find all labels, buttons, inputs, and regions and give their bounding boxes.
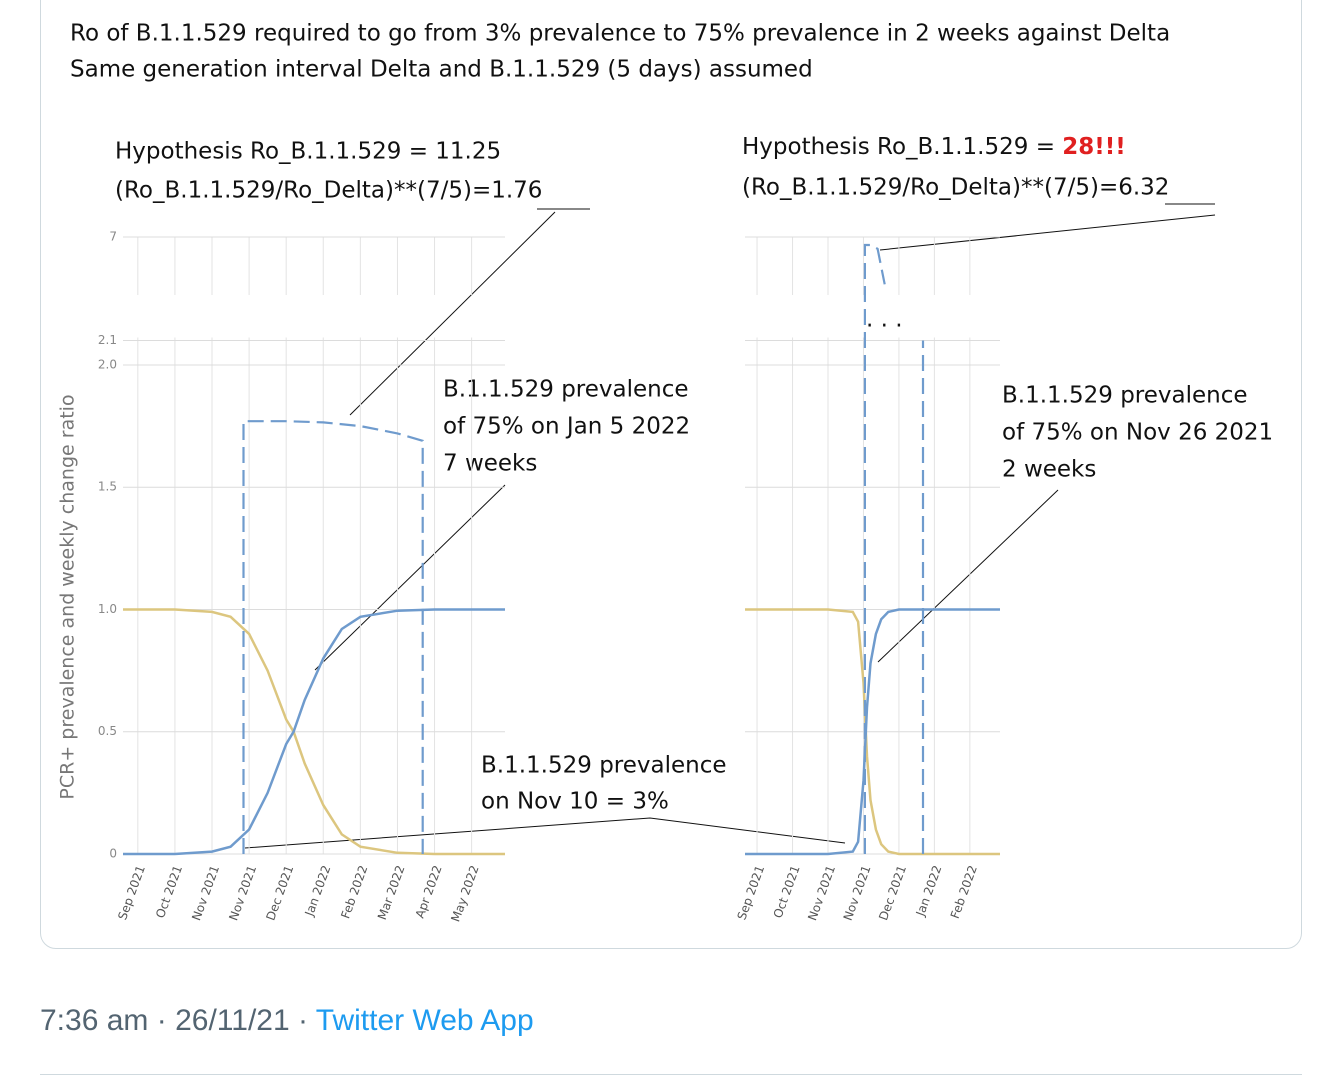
y-tick-label: 7 bbox=[109, 230, 117, 244]
x-tick-label: Feb 2022 bbox=[948, 863, 980, 920]
y-axis-label: PCR+ prevalence and weekly change ratio bbox=[57, 394, 79, 799]
x-tick-label: Nov 2021 bbox=[226, 863, 259, 922]
series-line bbox=[745, 608, 1000, 856]
x-tick-label: Oct 2021 bbox=[153, 863, 185, 920]
x-tick-label: Sep 2021 bbox=[735, 863, 768, 921]
y-tick-label: 0 bbox=[109, 847, 117, 861]
annotation: (Ro_B.1.1.529/Ro_Delta)**(7/5)=6.32 bbox=[742, 175, 1169, 201]
leader-lines bbox=[244, 203, 1216, 849]
leader-line bbox=[349, 211, 556, 416]
leader-line bbox=[314, 484, 506, 671]
chart-image: Ro of B.1.1.529 required to go from 3% p… bbox=[57, 21, 1274, 924]
annotation-highlight: 28!!! bbox=[1062, 134, 1125, 160]
x-tick-label: Nov 2021 bbox=[189, 863, 222, 922]
x-tick-label: Nov 2021 bbox=[805, 863, 838, 922]
y-tick-label: 2.0 bbox=[98, 357, 117, 371]
date: 26/11/21 bbox=[175, 1004, 290, 1037]
tweet-card bbox=[40, 0, 1302, 949]
x-tick-label: Dec 2021 bbox=[876, 863, 909, 922]
series-line bbox=[242, 420, 424, 854]
x-tick-label: Nov 2021 bbox=[841, 863, 874, 922]
divider bbox=[40, 1074, 1302, 1075]
annotation: of 75% on Jan 5 2022 bbox=[443, 414, 690, 440]
series-line bbox=[863, 243, 925, 854]
leader-line bbox=[879, 214, 1216, 251]
x-tick-label: May 2022 bbox=[448, 863, 481, 923]
y-tick-label: 1.0 bbox=[98, 602, 117, 616]
x-tick-label: Dec 2021 bbox=[263, 863, 296, 922]
separator: · bbox=[298, 1004, 308, 1037]
series-line bbox=[123, 608, 505, 856]
x-tick-label: Jan 2022 bbox=[913, 863, 945, 918]
annotation: 7 weeks bbox=[443, 451, 537, 477]
annotation: (Ro_B.1.1.529/Ro_Delta)**(7/5)=1.76 bbox=[115, 178, 542, 204]
y-tick-label: 0.5 bbox=[98, 724, 117, 738]
x-tick-label: Apr 2022 bbox=[413, 863, 445, 920]
y-tick-label: 2.1 bbox=[98, 333, 117, 347]
annotation: Hypothesis Ro_B.1.1.529 = 28!!! bbox=[742, 134, 1126, 160]
source-link[interactable]: Twitter Web App bbox=[315, 1004, 534, 1037]
x-tick-label: Jan 2022 bbox=[302, 863, 334, 918]
annotation: Hypothesis Ro_B.1.1.529 = 11.25 bbox=[115, 139, 501, 165]
x-tick-label: Oct 2021 bbox=[771, 863, 803, 920]
annotation-text: Hypothesis Ro_B.1.1.529 = bbox=[742, 134, 1062, 160]
x-tick-label: Feb 2022 bbox=[338, 863, 370, 920]
annotation: 2 weeks bbox=[1002, 457, 1096, 483]
leader-line bbox=[877, 489, 1059, 663]
annotation: of 75% on Nov 26 2021 bbox=[1002, 420, 1273, 446]
annotation: B.1.1.529 prevalence bbox=[481, 753, 727, 779]
series-line bbox=[745, 608, 1000, 856]
annotation: B.1.1.529 prevalence bbox=[1002, 383, 1248, 409]
annotation: B.1.1.529 prevalence bbox=[443, 377, 689, 403]
x-tick-label: Sep 2021 bbox=[115, 863, 148, 921]
separator: · bbox=[156, 1004, 167, 1037]
time: 7:36 am bbox=[40, 1004, 149, 1037]
x-tick-label: Mar 2022 bbox=[375, 863, 408, 921]
leader-line bbox=[244, 817, 846, 849]
footer: 7:36 am · 26/11/21 · Twitter Web App bbox=[40, 1004, 534, 1038]
plot-area bbox=[123, 237, 505, 295]
y-tick-label: 1.5 bbox=[98, 480, 117, 494]
title: Ro of B.1.1.529 required to go from 3% p… bbox=[70, 21, 1170, 47]
annotation: . . . bbox=[866, 307, 903, 333]
subtitle: Same generation interval Delta and B.1.1… bbox=[70, 57, 813, 83]
annotation: on Nov 10 = 3% bbox=[481, 789, 669, 815]
plot-area bbox=[745, 237, 1000, 295]
